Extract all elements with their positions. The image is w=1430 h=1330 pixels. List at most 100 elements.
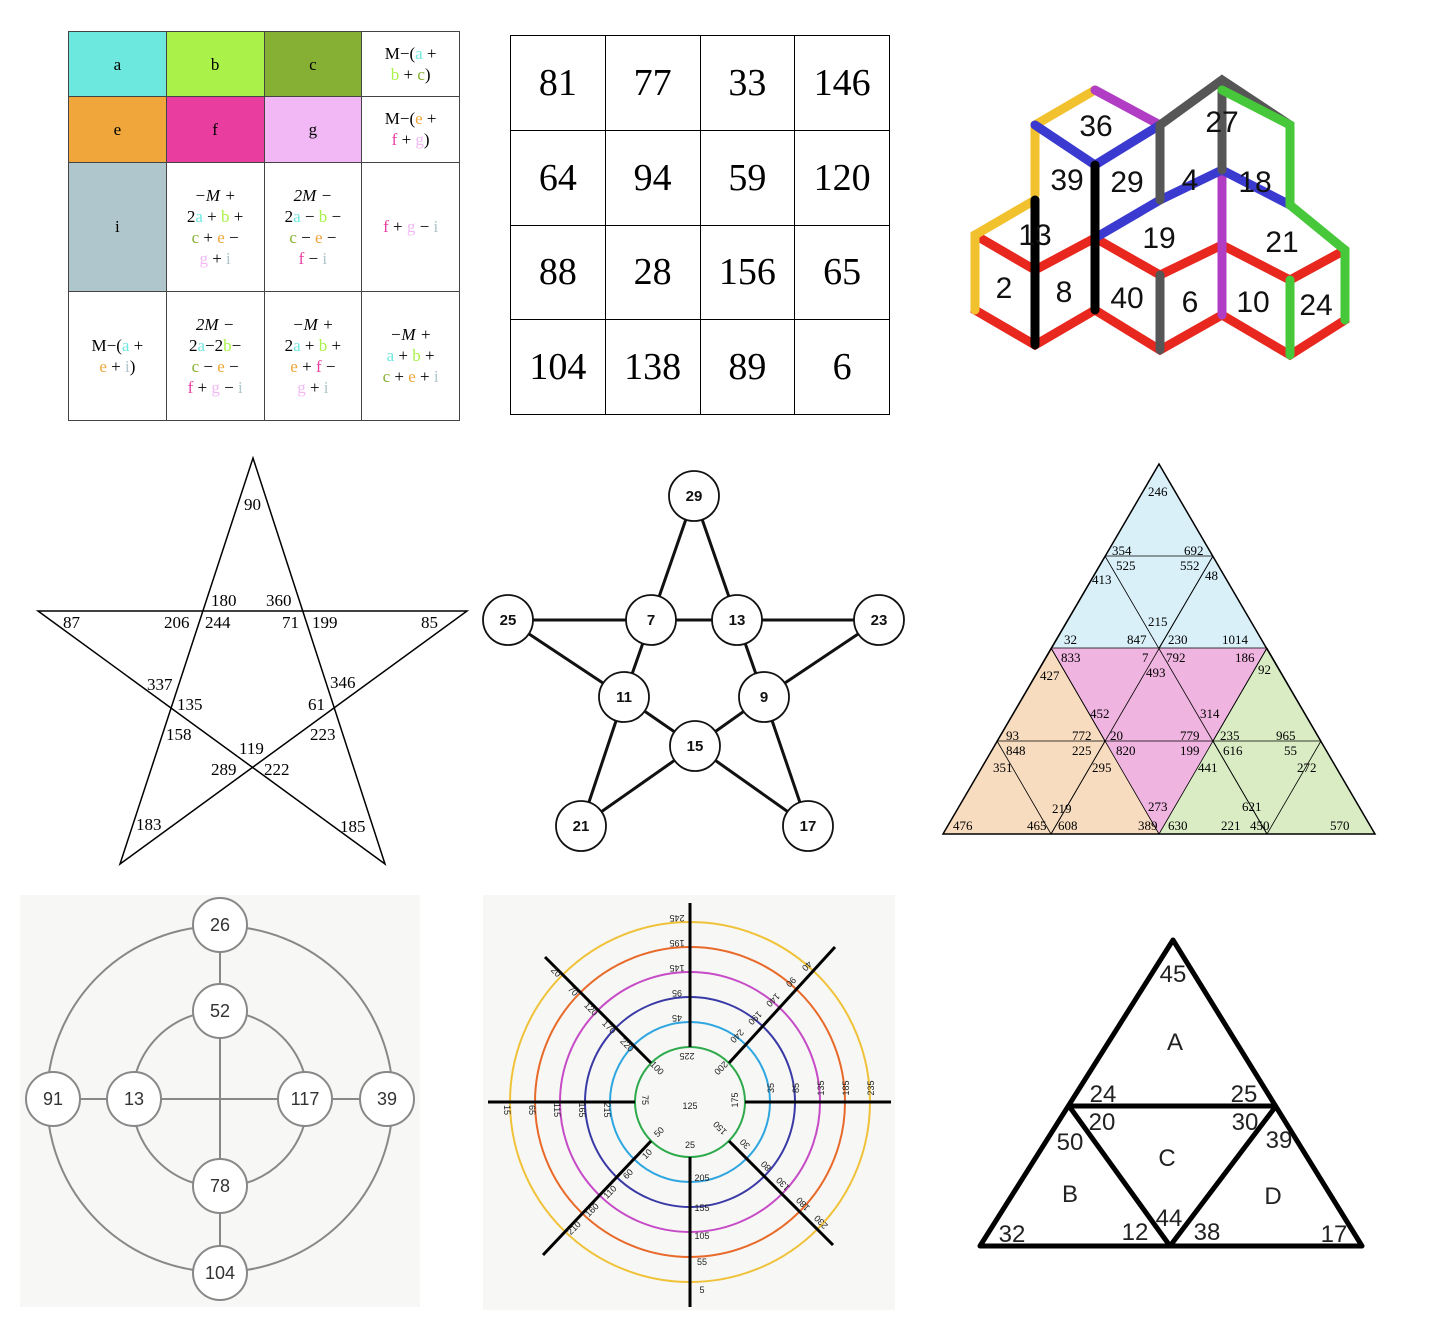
cell-k: 2M −2a − b − c − e − f − i bbox=[263, 161, 363, 292]
star-node bbox=[853, 594, 905, 646]
ring-label: 85 bbox=[791, 1083, 801, 1093]
abcd-number: 50 bbox=[1057, 1129, 1084, 1156]
star-number: 360 bbox=[266, 591, 292, 610]
star-number: 244 bbox=[205, 613, 231, 632]
star-node bbox=[482, 594, 534, 646]
cell-b: b bbox=[165, 30, 265, 98]
node-label: 9 bbox=[760, 689, 768, 706]
tri-number: 272 bbox=[1297, 760, 1317, 775]
grid-cell: 94 bbox=[604, 129, 701, 226]
cube-number: 2 bbox=[996, 272, 1013, 305]
grid-cell: 156 bbox=[699, 224, 796, 321]
abcd-number: 25 bbox=[1231, 1081, 1258, 1108]
region-label: A bbox=[1167, 1029, 1183, 1056]
tri-number: 616 bbox=[1223, 743, 1243, 758]
tri-number: 820 bbox=[1116, 743, 1136, 758]
ring-node bbox=[192, 1158, 248, 1214]
pentagram: 90 180 360 87 206 244 71 199 85 337 135 … bbox=[35, 455, 470, 866]
star-number: 90 bbox=[244, 495, 261, 514]
ring-label: 55 bbox=[697, 1257, 707, 1267]
cell-g: g bbox=[263, 96, 363, 163]
tri-number: 833 bbox=[1061, 650, 1081, 665]
cell-j: −M +2a + b + c + e − g + i bbox=[165, 161, 265, 292]
star-number: 183 bbox=[136, 815, 162, 834]
ring-label: 165 bbox=[577, 1102, 587, 1117]
cell-p: −M + a + b + c + e + i bbox=[361, 290, 460, 422]
node-label: 13 bbox=[124, 1089, 144, 1109]
node-label: 104 bbox=[205, 1263, 235, 1283]
star-node bbox=[625, 594, 677, 646]
cube-number: 6 bbox=[1182, 286, 1199, 319]
cube-edge bbox=[1090, 164, 1295, 243]
tri-number: 692 bbox=[1184, 543, 1204, 558]
tri-number: 230 bbox=[1168, 632, 1188, 647]
tri-number: 792 bbox=[1166, 650, 1186, 665]
star-number: 222 bbox=[264, 760, 290, 779]
node-label: 17 bbox=[800, 818, 817, 835]
star-number: 223 bbox=[310, 725, 336, 744]
tri-number: 199 bbox=[1180, 743, 1200, 758]
node-label: 13 bbox=[729, 612, 746, 629]
star-number: 206 bbox=[164, 613, 190, 632]
ring-label: 15 bbox=[502, 1105, 512, 1115]
ring-node bbox=[359, 1071, 415, 1127]
abcd-number: 20 bbox=[1089, 1109, 1116, 1136]
abcd-number: 12 bbox=[1122, 1219, 1149, 1246]
ring-label: 195 bbox=[669, 938, 684, 948]
tri-number: 273 bbox=[1148, 799, 1168, 814]
tri-number: 354 bbox=[1112, 543, 1132, 558]
tri-number: 525 bbox=[1116, 558, 1136, 573]
tri-number: 441 bbox=[1198, 760, 1218, 775]
colored-triangle: 246 354 692 525 552 413 48 215 32 847 23… bbox=[941, 462, 1377, 835]
ring-label: 205 bbox=[694, 1173, 709, 1183]
tri-number: 772 bbox=[1072, 728, 1092, 743]
ring-label: 125 bbox=[682, 1101, 697, 1111]
tri-number: 452 bbox=[1090, 706, 1110, 721]
node-label: 23 bbox=[871, 612, 888, 629]
star-number: 135 bbox=[177, 695, 203, 714]
cube-number: 36 bbox=[1079, 110, 1112, 143]
ring-label: 105 bbox=[694, 1231, 709, 1241]
grid-cell: 77 bbox=[604, 35, 701, 131]
node-label: 11 bbox=[616, 689, 632, 706]
node-label: 21 bbox=[573, 818, 590, 835]
grid-cell: 6 bbox=[794, 319, 890, 415]
node-label: 25 bbox=[500, 612, 517, 629]
node-label: 78 bbox=[210, 1176, 230, 1196]
ring-label: 75 bbox=[640, 1095, 650, 1105]
cell-e: e bbox=[68, 96, 167, 163]
tri-number: 965 bbox=[1276, 728, 1296, 743]
star-number: 87 bbox=[63, 613, 81, 632]
star-number: 85 bbox=[421, 613, 438, 632]
star-number: 289 bbox=[211, 760, 237, 779]
cell-l: f + g − i bbox=[361, 161, 460, 292]
tri-number: 7 bbox=[1142, 650, 1149, 665]
star-number: 61 bbox=[308, 695, 325, 714]
cube-number: 18 bbox=[1238, 166, 1271, 199]
grid-cell: 138 bbox=[604, 319, 701, 415]
ring-label: 245 bbox=[669, 913, 684, 923]
ring-label: 155 bbox=[694, 1203, 709, 1213]
abcd-number: 17 bbox=[1321, 1221, 1348, 1248]
tri-number: 847 bbox=[1127, 632, 1147, 647]
cell-a: a bbox=[68, 30, 167, 98]
star-number: 185 bbox=[340, 817, 366, 836]
star-node bbox=[598, 671, 650, 723]
cube-number: 8 bbox=[1056, 276, 1073, 309]
star-node bbox=[669, 720, 721, 772]
abcd-number: 44 bbox=[1156, 1205, 1183, 1232]
ring-node bbox=[106, 1071, 162, 1127]
grid-cell: 28 bbox=[604, 224, 701, 321]
star-number: 71 bbox=[282, 613, 299, 632]
node-label: 7 bbox=[647, 612, 655, 629]
tri-number: 848 bbox=[1006, 743, 1026, 758]
tri-number: 630 bbox=[1168, 818, 1188, 833]
star-node bbox=[555, 800, 607, 852]
ring-label: 175 bbox=[730, 1092, 740, 1107]
tri-number: 427 bbox=[1040, 668, 1060, 683]
cell-d: M−(a + b + c) bbox=[361, 30, 460, 98]
tri-number: 55 bbox=[1284, 743, 1297, 758]
tri-number: 235 bbox=[1220, 728, 1240, 743]
grid-cell: 89 bbox=[699, 319, 796, 415]
cube-number: 19 bbox=[1142, 222, 1175, 255]
